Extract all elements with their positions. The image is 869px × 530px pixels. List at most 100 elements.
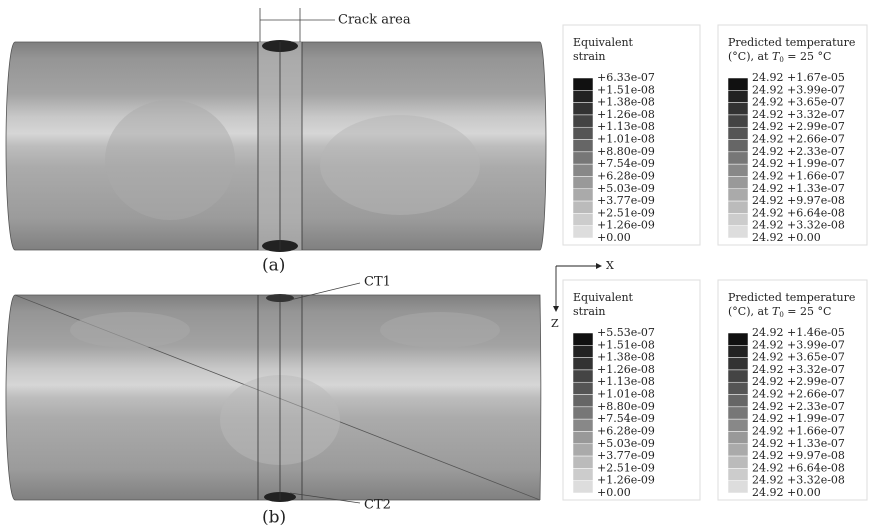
color-swatch <box>573 103 593 115</box>
legend-label: 24.92 +1.33e-07 <box>752 182 845 195</box>
panel-label: (b) <box>262 508 286 528</box>
color-swatch <box>573 90 593 102</box>
legend-title: Equivalent <box>573 36 634 49</box>
legend-label: +2.51e-09 <box>597 461 655 474</box>
color-swatch <box>728 213 748 225</box>
color-swatch <box>728 431 748 443</box>
color-swatch <box>573 176 593 188</box>
legend-label: +6.33e-07 <box>597 71 655 84</box>
legend-label: +8.80e-09 <box>597 145 655 158</box>
legend-label: +0.00 <box>597 486 631 499</box>
legend-label: 24.92 +1.66e-07 <box>752 424 845 437</box>
color-swatch <box>573 419 593 431</box>
legend-label: 24.92 +9.97e-08 <box>752 449 845 462</box>
legend-label: +3.77e-09 <box>597 194 655 207</box>
color-swatch <box>573 189 593 201</box>
legend-label: +5.03e-09 <box>597 182 655 195</box>
condition-part: = 25 °C <box>784 50 832 63</box>
color-swatch <box>728 468 748 480</box>
legend-label: +2.51e-09 <box>597 206 655 219</box>
color-swatch <box>728 333 748 345</box>
color-swatch <box>573 468 593 480</box>
color-swatch <box>573 444 593 456</box>
annotation: Crack area <box>338 13 411 28</box>
condition-part: (°C), at <box>728 50 772 63</box>
color-swatch <box>728 115 748 127</box>
legend-label: +1.38e-08 <box>597 351 655 364</box>
legend-label: +8.80e-09 <box>597 400 655 413</box>
legend-label: +1.26e-09 <box>597 219 655 232</box>
annotation: CT1 <box>364 275 391 290</box>
legend-label: +7.54e-09 <box>597 412 655 425</box>
legend-label: +1.01e-08 <box>597 388 655 401</box>
legend-label: 24.92 +1.67e-05 <box>752 71 845 84</box>
cylinder-a <box>6 8 546 252</box>
legend-label: 24.92 +2.66e-07 <box>752 388 845 401</box>
color-swatch <box>573 431 593 443</box>
color-swatch <box>728 226 748 238</box>
legend-label: 24.92 +2.99e-07 <box>752 375 845 388</box>
color-swatch <box>728 370 748 382</box>
cylinder-b <box>6 283 541 503</box>
legend-label: 24.92 +1.33e-07 <box>752 437 845 450</box>
color-swatch <box>573 382 593 394</box>
legend-label: +3.77e-09 <box>597 449 655 462</box>
legend-label: 24.92 +6.64e-08 <box>752 461 845 474</box>
legend-label: +7.54e-09 <box>597 157 655 170</box>
color-swatch <box>573 152 593 164</box>
color-swatch <box>728 103 748 115</box>
color-swatch <box>573 370 593 382</box>
legend-label: +1.13e-08 <box>597 375 655 388</box>
color-swatch <box>573 456 593 468</box>
legend-label: +6.28e-09 <box>597 424 655 437</box>
legend-label: +5.03e-09 <box>597 437 655 450</box>
color-swatch <box>728 407 748 419</box>
legend-label: 24.92 +2.33e-07 <box>752 400 845 413</box>
axis-z-label: Z <box>551 317 559 330</box>
color-swatch <box>573 407 593 419</box>
legend-title: Predicted temperature <box>728 36 855 49</box>
color-swatch <box>573 78 593 90</box>
color-swatch <box>728 140 748 152</box>
color-swatch <box>728 164 748 176</box>
legend: Predicted temperature(°C), at T0 = 25 °C… <box>718 25 867 245</box>
condition-part: = 25 °C <box>784 305 832 318</box>
color-swatch <box>728 127 748 139</box>
color-swatch <box>728 444 748 456</box>
color-swatch <box>573 140 593 152</box>
color-swatch <box>728 345 748 357</box>
color-swatch <box>728 456 748 468</box>
legend-label: 24.92 +9.97e-08 <box>752 194 845 207</box>
color-swatch <box>573 333 593 345</box>
legend-label: +1.13e-08 <box>597 120 655 133</box>
color-swatch <box>573 164 593 176</box>
color-swatch <box>573 226 593 238</box>
legend-label: 24.92 +1.66e-07 <box>752 169 845 182</box>
legend-label: +1.51e-08 <box>597 338 655 351</box>
legend-label: +1.26e-08 <box>597 108 655 121</box>
legend-label: 24.92 +2.66e-07 <box>752 133 845 146</box>
color-swatch <box>573 115 593 127</box>
legend-label: +1.26e-09 <box>597 474 655 487</box>
legend-title: strain <box>573 50 605 63</box>
color-swatch <box>573 481 593 493</box>
legend-label: 24.92 +2.99e-07 <box>752 120 845 133</box>
legend-label: +0.00 <box>597 231 631 244</box>
legend-label: 24.92 +2.33e-07 <box>752 145 845 158</box>
legend: Equivalentstrain+5.53e-07+1.51e-08+1.38e… <box>563 280 700 500</box>
panel-label: (a) <box>262 256 285 276</box>
color-swatch <box>573 395 593 407</box>
legend-label: 24.92 +3.65e-07 <box>752 351 845 364</box>
color-swatch <box>728 201 748 213</box>
figure: X Z (a) (b) Crack area CT1 CT2 Equivalen… <box>0 0 869 530</box>
legend-label: 24.92 +3.65e-07 <box>752 96 845 109</box>
color-swatch <box>728 481 748 493</box>
color-swatch <box>573 201 593 213</box>
color-swatch <box>728 90 748 102</box>
legend-label: 24.92 +3.32e-08 <box>752 474 845 487</box>
legend-label: +1.38e-08 <box>597 96 655 109</box>
legend-label: 24.92 +3.99e-07 <box>752 83 845 96</box>
legend-label: 24.92 +1.99e-07 <box>752 157 845 170</box>
legend-label: 24.92 +0.00 <box>752 486 821 499</box>
color-swatch <box>573 345 593 357</box>
